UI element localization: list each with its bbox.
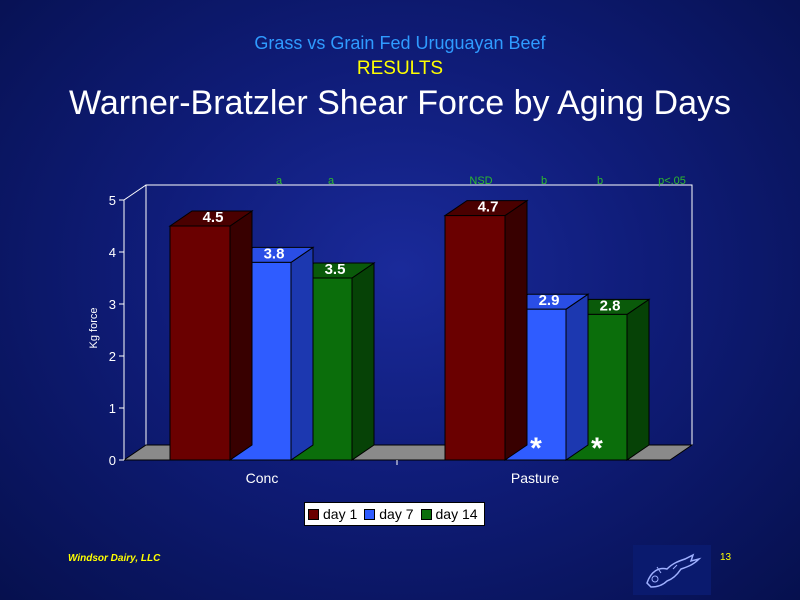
bars-group xyxy=(168,199,651,461)
x-tick-label-pasture: Pasture xyxy=(511,470,559,486)
labels-group: Conc Pasture 4.5 3.8 3.5 4.7 2.9 2.8 * * a a NSD b b p<… xyxy=(203,175,686,486)
data-label: 2.9 xyxy=(539,292,560,309)
bar-side xyxy=(626,298,650,461)
page-number: 13 xyxy=(720,552,732,563)
y-axis: 0 1 2 3 4 5 Kg force xyxy=(88,193,398,468)
company-footer: Windsor Dairy, LLC xyxy=(68,553,161,564)
significance-label: b xyxy=(597,175,603,187)
significance-asterisk: * xyxy=(530,432,542,465)
significance-asterisk: * xyxy=(591,432,603,465)
significance-label: a xyxy=(276,175,283,187)
y-axis-title: Kg force xyxy=(88,308,100,349)
data-label: 3.8 xyxy=(264,245,285,262)
y-tick-label: 5 xyxy=(109,193,116,208)
legend-label-day14: day 14 xyxy=(435,506,478,522)
legend-swatch-day1 xyxy=(308,508,319,520)
slide-title: Warner-Bratzler Shear Force by Aging Day… xyxy=(69,84,731,122)
y-tick-label: 0 xyxy=(109,453,116,468)
x-tick-label-conc: Conc xyxy=(246,470,279,486)
bar-front xyxy=(169,225,231,461)
bar-side xyxy=(351,262,375,461)
section-label: RESULTS xyxy=(356,58,444,79)
legend-item-day1: day 1 xyxy=(308,506,357,522)
data-label: 2.8 xyxy=(600,297,621,314)
data-label: 3.5 xyxy=(325,261,346,278)
y-tick-label: 2 xyxy=(109,349,116,364)
data-label: 4.5 xyxy=(203,209,224,226)
y-tick-label: 4 xyxy=(109,245,116,260)
bar-side xyxy=(565,293,589,461)
legend-label-day1: day 1 xyxy=(323,506,358,522)
bar-front xyxy=(444,215,506,461)
significance-label: p<.05 xyxy=(658,175,686,187)
legend-item-day7: day 7 xyxy=(364,506,414,522)
legend-swatch-day7 xyxy=(364,508,376,520)
legend-swatch-day14 xyxy=(420,508,432,520)
significance-label: NSD xyxy=(469,175,492,187)
y-tick-label: 1 xyxy=(109,401,116,416)
significance-label: a xyxy=(328,175,335,187)
legend-label-day7: day 7 xyxy=(379,506,414,522)
chart-legend: day 1 day 7 day 14 xyxy=(304,502,485,526)
bar-side xyxy=(290,246,314,461)
y-tick-label: 3 xyxy=(109,297,116,312)
bar-day1-pasture xyxy=(443,199,529,461)
data-label: 4.7 xyxy=(478,199,499,216)
logo-cow-icon xyxy=(633,545,711,595)
slide-subtitle: Grass vs Grain Fed Uruguayan Beef xyxy=(254,33,546,53)
bar-side xyxy=(229,210,253,461)
bar-side xyxy=(504,199,528,461)
bar-day1-conc xyxy=(168,210,254,461)
significance-label: b xyxy=(541,175,547,187)
legend-item-day14: day 14 xyxy=(420,506,478,522)
wall-edge xyxy=(123,184,147,201)
